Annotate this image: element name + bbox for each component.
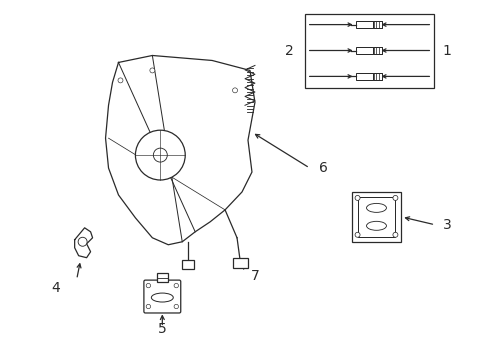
Text: 4: 4 (51, 280, 60, 294)
Text: 1: 1 (442, 44, 451, 58)
Bar (372, 73, 382, 80)
Circle shape (354, 195, 359, 201)
Circle shape (354, 232, 359, 237)
Circle shape (392, 232, 397, 237)
Circle shape (392, 195, 397, 201)
Circle shape (78, 237, 87, 246)
Bar (304, 14, 433, 88)
Circle shape (232, 88, 237, 93)
Bar (182, 260, 194, 269)
Circle shape (146, 304, 150, 309)
Bar (355, 21, 373, 28)
Ellipse shape (151, 293, 173, 302)
Circle shape (153, 148, 167, 162)
Circle shape (135, 130, 185, 180)
Bar (157, 273, 167, 282)
Text: 5: 5 (158, 323, 166, 337)
Bar (355, 73, 373, 80)
Circle shape (118, 78, 122, 83)
Circle shape (174, 304, 178, 309)
Circle shape (146, 283, 150, 288)
Text: 7: 7 (250, 269, 259, 283)
Bar (372, 47, 382, 54)
Text: 2: 2 (285, 44, 294, 58)
Bar (233, 258, 247, 268)
Circle shape (149, 68, 155, 73)
Ellipse shape (366, 203, 386, 212)
Bar (355, 47, 373, 54)
Bar (351, 192, 401, 242)
Text: 6: 6 (319, 161, 327, 175)
Circle shape (174, 283, 178, 288)
Text: 3: 3 (442, 218, 450, 232)
Bar (372, 21, 382, 28)
Bar (357, 197, 395, 237)
Ellipse shape (366, 221, 386, 230)
FancyBboxPatch shape (143, 280, 181, 313)
